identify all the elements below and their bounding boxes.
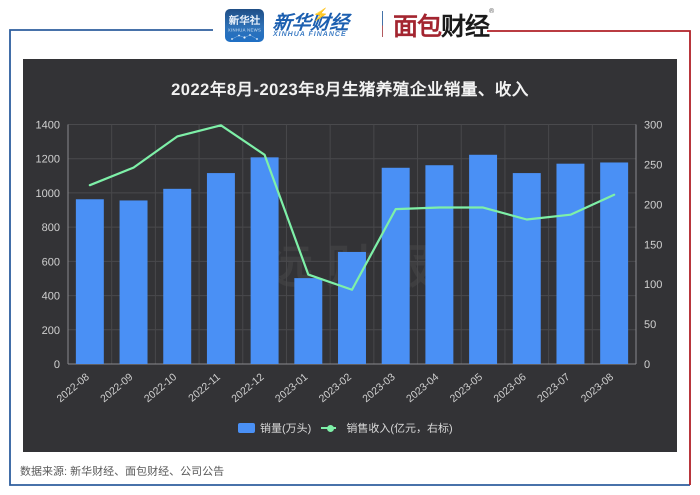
svg-text:2023-05: 2023-05 — [448, 371, 485, 405]
svg-text:800: 800 — [42, 222, 60, 234]
svg-text:2022-11: 2022-11 — [186, 371, 223, 405]
svg-text:2022-08: 2022-08 — [55, 371, 92, 405]
svg-text:2022-12: 2022-12 — [229, 371, 266, 405]
svg-text:XINHUA NEWS: XINHUA NEWS — [228, 28, 261, 33]
svg-text:2023-04: 2023-04 — [404, 371, 441, 405]
svg-text:2022-09: 2022-09 — [98, 371, 135, 405]
svg-text:200: 200 — [42, 325, 60, 337]
svg-text:200: 200 — [644, 199, 662, 211]
svg-text:1000: 1000 — [36, 188, 60, 200]
svg-text:250: 250 — [644, 159, 662, 171]
svg-text:150: 150 — [644, 239, 662, 251]
svg-text:1400: 1400 — [36, 120, 60, 132]
svg-text:300: 300 — [644, 120, 662, 132]
svg-text:50: 50 — [644, 319, 656, 331]
svg-text:2023-08: 2023-08 — [579, 371, 616, 405]
svg-text:0: 0 — [644, 359, 650, 371]
svg-text:2023-06: 2023-06 — [491, 371, 528, 405]
svg-text:0: 0 — [54, 359, 60, 371]
svg-text:2023-07: 2023-07 — [535, 371, 572, 405]
svg-text:400: 400 — [42, 291, 60, 303]
svg-text:1200: 1200 — [36, 154, 60, 166]
svg-text:新华社: 新华社 — [229, 14, 261, 27]
svg-text:2023-01: 2023-01 — [273, 371, 310, 405]
svg-text:2023-03: 2023-03 — [360, 371, 397, 405]
svg-text:2022-10: 2022-10 — [142, 371, 179, 405]
svg-text:2023-02: 2023-02 — [317, 371, 354, 405]
svg-text:100: 100 — [644, 279, 662, 291]
svg-text:600: 600 — [42, 256, 60, 268]
